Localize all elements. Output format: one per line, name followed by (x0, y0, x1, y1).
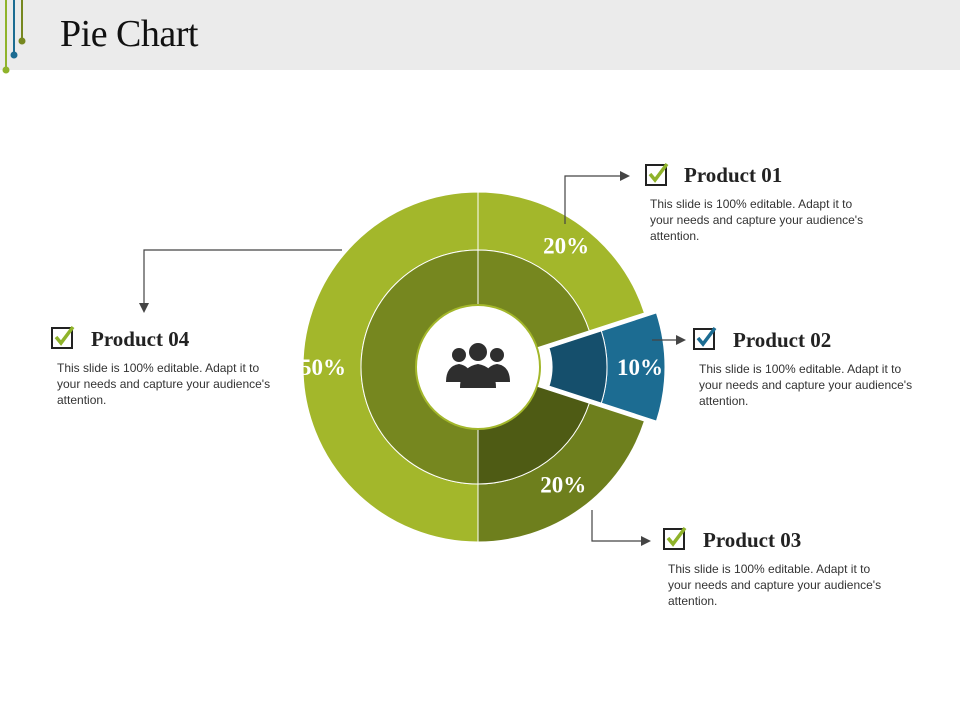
product-02-title: Product 02 (733, 328, 832, 352)
checkbox-icon-p02 (693, 326, 717, 350)
product-01-title: Product 01 (684, 163, 783, 187)
slice-label-2: 10% (617, 355, 663, 380)
arrowheads (139, 171, 686, 546)
slice-label-1: 20% (543, 234, 589, 259)
connector-p03 (591, 510, 642, 542)
connector-p04 (143, 249, 342, 305)
title-bar (0, 0, 960, 70)
checkbox-icon-p01 (645, 162, 669, 186)
people-group-icon (446, 343, 510, 388)
connectors (143, 175, 678, 542)
slice-label-3: 20% (540, 472, 586, 497)
product-03-title: Product 03 (703, 528, 802, 552)
slice-inner-2 (548, 330, 608, 404)
title-decoration (2, 0, 26, 74)
slice-label-4: 50% (300, 355, 346, 380)
checkbox-icon-p03 (663, 526, 687, 550)
product-01-desc: This slide is 100% editable. Adapt it to… (650, 197, 864, 243)
product-03-desc: This slide is 100% editable. Adapt it to… (668, 562, 882, 608)
checkbox-icon-p04 (51, 325, 75, 349)
product-04-title: Product 04 (91, 327, 190, 351)
product-04-desc: This slide is 100% editable. Adapt it to… (57, 361, 271, 407)
product-02-desc: This slide is 100% editable. Adapt it to… (699, 362, 913, 408)
connector-p01 (564, 175, 622, 224)
page-title: Pie Chart (60, 13, 198, 55)
